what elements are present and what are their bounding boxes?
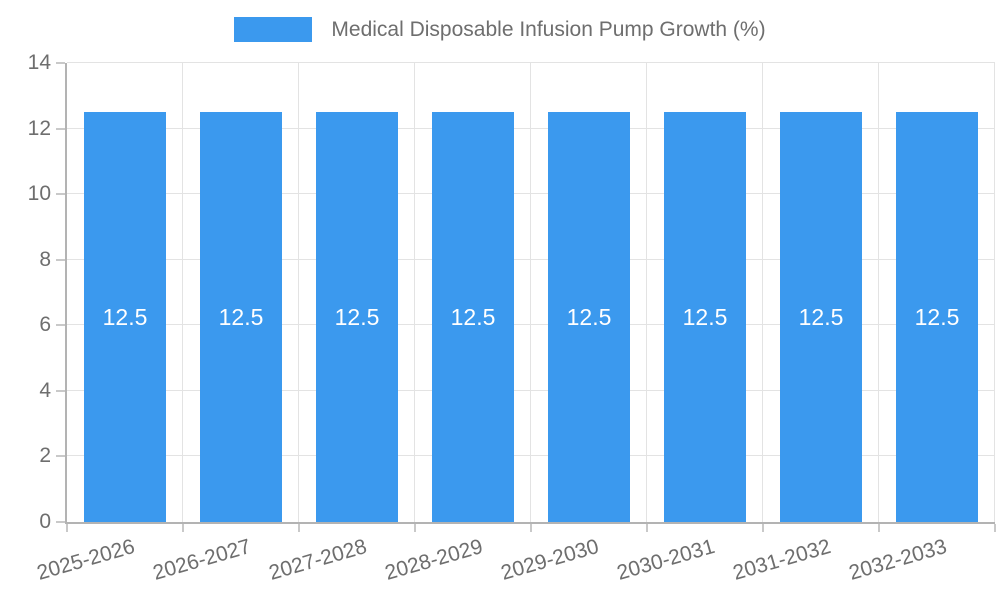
bar-2030-2031[interactable]: 12.5 — [664, 112, 746, 522]
gridline-horizontal — [67, 127, 995, 129]
bar-2032-2033[interactable]: 12.5 — [896, 112, 978, 522]
bar-value-label: 12.5 — [102, 304, 148, 331]
gridline-vertical — [414, 63, 415, 522]
bar-value-label: 12.5 — [914, 304, 960, 331]
y-tick-label: 2 — [39, 444, 51, 468]
bar-2025-2026[interactable]: 12.5 — [84, 112, 166, 522]
bar-value-label: 12.5 — [334, 304, 380, 331]
bar-2029-2030[interactable]: 12.5 — [548, 112, 630, 522]
bar-2026-2027[interactable]: 12.5 — [200, 112, 282, 522]
gridline-horizontal — [67, 455, 995, 457]
y-tick-mark — [56, 324, 65, 327]
gridline-vertical — [878, 63, 879, 522]
gridline-vertical — [646, 63, 647, 522]
bar-value-label: 12.5 — [218, 304, 264, 331]
x-tick-mark — [878, 524, 880, 532]
bar-value-label: 12.5 — [682, 304, 728, 331]
y-tick-label: 12 — [27, 116, 51, 140]
x-tick-mark — [646, 524, 648, 532]
gridline-horizontal — [67, 62, 995, 63]
x-axis-line — [65, 522, 995, 524]
y-tick-mark — [56, 389, 65, 392]
y-tick-label: 6 — [39, 313, 51, 337]
y-tick-label: 8 — [39, 247, 51, 271]
y-tick-label: 14 — [27, 51, 51, 74]
bar-2031-2032[interactable]: 12.5 — [780, 112, 862, 522]
x-tick-mark — [530, 524, 532, 532]
y-tick-mark — [56, 62, 65, 64]
y-tick-mark — [56, 258, 65, 261]
y-tick-label: 10 — [27, 182, 51, 206]
bar-value-label: 12.5 — [450, 304, 496, 331]
gridline-horizontal — [67, 193, 995, 195]
legend-swatch[interactable] — [234, 17, 313, 42]
gridline-vertical — [298, 63, 299, 522]
y-tick-label: 4 — [39, 378, 51, 402]
legend: Medical Disposable Infusion Pump Growth … — [0, 17, 1000, 42]
y-tick-label: 0 — [39, 510, 51, 533]
gridline-vertical — [530, 63, 531, 522]
x-tick-mark — [762, 524, 764, 532]
x-tick-mark — [414, 524, 416, 532]
gridline-horizontal — [67, 258, 995, 260]
y-axis-line — [65, 63, 67, 524]
y-tick-mark — [56, 127, 65, 130]
y-tick-mark — [56, 193, 65, 196]
x-tick-mark — [298, 524, 300, 532]
y-tick-mark — [56, 521, 65, 523]
gridline-vertical — [762, 63, 763, 522]
bar-value-label: 12.5 — [798, 304, 844, 331]
x-tick-mark — [994, 524, 996, 532]
gridline-horizontal — [67, 389, 995, 391]
bar-2027-2028[interactable]: 12.5 — [316, 112, 398, 522]
plot-area: 12.5 12.5 12.5 12.5 12.5 12.5 12.5 12.5 — [67, 62, 995, 522]
legend-label[interactable]: Medical Disposable Infusion Pump Growth … — [331, 17, 766, 41]
gridline-vertical — [182, 63, 183, 522]
gridline-horizontal — [67, 324, 995, 326]
gridline-vertical — [994, 63, 995, 522]
bar-value-label: 12.5 — [566, 304, 612, 331]
x-tick-mark — [182, 524, 184, 532]
y-tick-mark — [56, 455, 65, 458]
bar-2028-2029[interactable]: 12.5 — [432, 112, 514, 522]
x-tick-mark — [66, 524, 68, 532]
